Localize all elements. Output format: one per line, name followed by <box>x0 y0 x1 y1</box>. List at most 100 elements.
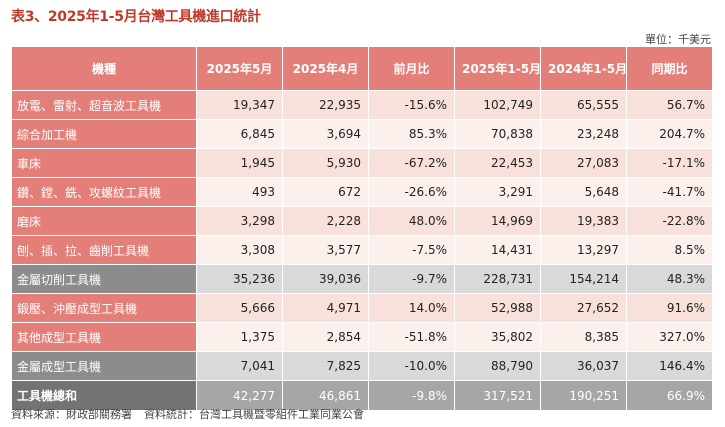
cell-value: 3,298 <box>196 206 283 236</box>
cell-value: -22.8% <box>626 206 713 236</box>
row-label: 工具機總和 <box>11 380 197 411</box>
cell-value: 4,971 <box>282 293 369 323</box>
table-row: 放電、雷射、超音波工具機 19,347 22,935 -15.6% 102,74… <box>11 90 713 120</box>
cell-value: 19,347 <box>196 90 283 120</box>
cell-value: 1,375 <box>196 322 283 352</box>
subtotal-row-metal-cutting: 金屬切削工具機 35,236 39,036 -9.7% 228,731 154,… <box>11 264 713 294</box>
cell-value: -67.2% <box>368 148 455 178</box>
cell-value: 2,228 <box>282 206 369 236</box>
table-row: 鑽、鏜、銑、攻螺紋工具機 493 672 -26.6% 3,291 5,648 … <box>11 177 713 207</box>
cell-value: -9.7% <box>368 264 455 294</box>
row-label: 鑽、鏜、銑、攻螺紋工具機 <box>11 177 197 207</box>
cell-value: 48.3% <box>626 264 713 294</box>
grand-total-row: 工具機總和 42,277 46,861 -9.8% 317,521 190,25… <box>11 380 713 411</box>
table-row: 其他成型工具機 1,375 2,854 -51.8% 35,802 8,385 … <box>11 322 713 352</box>
row-label: 刨、插、拉、齒削工具機 <box>11 235 197 265</box>
row-label: 磨床 <box>11 206 197 236</box>
column-header-may-2025: 2025年5月 <box>196 46 283 91</box>
cell-value: 35,236 <box>196 264 283 294</box>
source-note: 資料來源：財政部關務署 資料統計：台灣工具機暨零組件工業同業公會 <box>11 406 364 422</box>
cell-value: 190,251 <box>540 380 627 411</box>
column-header-jan-may-2025: 2025年1-5月 <box>454 46 541 91</box>
cell-value: 46,861 <box>282 380 369 411</box>
cell-value: 22,935 <box>282 90 369 120</box>
cell-value: 493 <box>196 177 283 207</box>
cell-value: 5,648 <box>540 177 627 207</box>
cell-value: 52,988 <box>454 293 541 323</box>
page-title: 表3、2025年1-5月台灣工具機進口統計 <box>11 9 261 25</box>
header-row: 機種 2025年5月 2025年4月 前月比 2025年1-5月 2024年1-… <box>11 46 713 91</box>
cell-value: 88,790 <box>454 351 541 381</box>
cell-value: 2,854 <box>282 322 369 352</box>
subtotal-row-metal-forming: 金屬成型工具機 7,041 7,825 -10.0% 88,790 36,037… <box>11 351 713 381</box>
row-label: 鍛壓、沖壓成型工具機 <box>11 293 197 323</box>
cell-value: 19,383 <box>540 206 627 236</box>
row-label: 其他成型工具機 <box>11 322 197 352</box>
row-label: 綜合加工機 <box>11 119 197 149</box>
cell-value: 5,666 <box>196 293 283 323</box>
cell-value: 8,385 <box>540 322 627 352</box>
compiled-by-text: 資料統計：台灣工具機暨零組件工業同業公會 <box>144 408 364 421</box>
cell-value: -41.7% <box>626 177 713 207</box>
cell-value: 22,453 <box>454 148 541 178</box>
cell-value: 23,248 <box>540 119 627 149</box>
cell-value: 3,577 <box>282 235 369 265</box>
cell-value: 7,825 <box>282 351 369 381</box>
cell-value: 146.4% <box>626 351 713 381</box>
cell-value: 5,930 <box>282 148 369 178</box>
table-row: 綜合加工機 6,845 3,694 85.3% 70,838 23,248 20… <box>11 119 713 149</box>
cell-value: 228,731 <box>454 264 541 294</box>
table-row: 磨床 3,298 2,228 48.0% 14,969 19,383 -22.8… <box>11 206 713 236</box>
cell-value: -7.5% <box>368 235 455 265</box>
cell-value: 27,083 <box>540 148 627 178</box>
cell-value: 13,297 <box>540 235 627 265</box>
cell-value: 36,037 <box>540 351 627 381</box>
unit-note: 單位：千美元 <box>645 33 711 46</box>
column-header-jan-may-2024: 2024年1-5月 <box>540 46 627 91</box>
cell-value: 56.7% <box>626 90 713 120</box>
cell-value: 70,838 <box>454 119 541 149</box>
column-header-mom-change: 前月比 <box>368 46 455 91</box>
cell-value: 3,694 <box>282 119 369 149</box>
cell-value: -10.0% <box>368 351 455 381</box>
row-label: 金屬切削工具機 <box>11 264 197 294</box>
column-header-yoy-change: 同期比 <box>626 46 713 91</box>
cell-value: -26.6% <box>368 177 455 207</box>
cell-value: 85.3% <box>368 119 455 149</box>
cell-value: -51.8% <box>368 322 455 352</box>
cell-value: 39,036 <box>282 264 369 294</box>
table-row: 鍛壓、沖壓成型工具機 5,666 4,971 14.0% 52,988 27,6… <box>11 293 713 323</box>
import-statistics-table: 機種 2025年5月 2025年4月 前月比 2025年1-5月 2024年1-… <box>11 46 713 411</box>
cell-value: 102,749 <box>454 90 541 120</box>
cell-value: 1,945 <box>196 148 283 178</box>
cell-value: 14,969 <box>454 206 541 236</box>
cell-value: 91.6% <box>626 293 713 323</box>
data-source-text: 資料來源：財政部關務署 <box>11 408 132 421</box>
cell-value: 8.5% <box>626 235 713 265</box>
cell-value: 66.9% <box>626 380 713 411</box>
cell-value: 48.0% <box>368 206 455 236</box>
column-header-apr-2025: 2025年4月 <box>282 46 369 91</box>
cell-value: 14.0% <box>368 293 455 323</box>
table-row: 刨、插、拉、齒削工具機 3,308 3,577 -7.5% 14,431 13,… <box>11 235 713 265</box>
cell-value: 65,555 <box>540 90 627 120</box>
cell-value: 154,214 <box>540 264 627 294</box>
cell-value: -17.1% <box>626 148 713 178</box>
row-label: 車床 <box>11 148 197 178</box>
row-label: 金屬成型工具機 <box>11 351 197 381</box>
cell-value: 27,652 <box>540 293 627 323</box>
row-label: 放電、雷射、超音波工具機 <box>11 90 197 120</box>
cell-value: 317,521 <box>454 380 541 411</box>
cell-value: 327.0% <box>626 322 713 352</box>
cell-value: 204.7% <box>626 119 713 149</box>
cell-value: -15.6% <box>368 90 455 120</box>
cell-value: 14,431 <box>454 235 541 265</box>
table-row: 車床 1,945 5,930 -67.2% 22,453 27,083 -17.… <box>11 148 713 178</box>
column-header-machine-type: 機種 <box>11 46 197 91</box>
cell-value: -9.8% <box>368 380 455 411</box>
cell-value: 35,802 <box>454 322 541 352</box>
cell-value: 6,845 <box>196 119 283 149</box>
cell-value: 7,041 <box>196 351 283 381</box>
cell-value: 3,308 <box>196 235 283 265</box>
